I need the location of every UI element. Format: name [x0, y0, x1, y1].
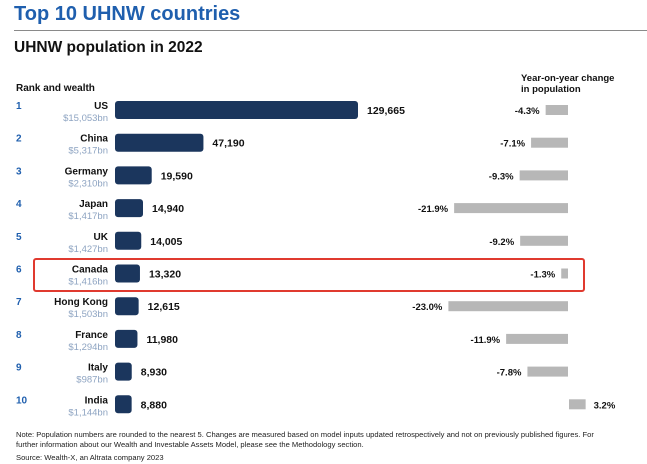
- rank-label-japan: 4: [16, 199, 22, 210]
- wealth-label-uk: $1,427bn: [68, 244, 108, 255]
- wealth-label-japan: $1,417bn: [68, 211, 108, 222]
- rank-label-canada: 6: [16, 265, 22, 276]
- wealth-label-china: $5,317bn: [68, 146, 108, 157]
- wealth-label-france: $1,294bn: [68, 342, 108, 353]
- population-bar-japan: [115, 199, 143, 218]
- country-label-italy: Italy: [88, 363, 108, 374]
- population-bar-us: [115, 101, 358, 119]
- population-value-france: 11,980: [146, 334, 178, 346]
- change-value-italy: -7.8%: [497, 368, 522, 379]
- country-label-china: China: [80, 134, 108, 145]
- yoy-change-label-line2: in population: [521, 84, 581, 95]
- population-value-hong-kong: 12,615: [148, 301, 180, 313]
- change-value-us: -4.3%: [515, 106, 540, 117]
- country-label-france: France: [75, 330, 108, 341]
- rank-label-us: 1: [16, 101, 22, 112]
- footnote: Note: Population numbers are rounded to …: [16, 430, 594, 449]
- country-label-japan: Japan: [79, 199, 108, 210]
- population-bar-germany: [115, 166, 152, 185]
- rank-label-uk: 5: [16, 232, 22, 243]
- wealth-label-india: $1,144bn: [68, 407, 108, 418]
- population-bar-france: [115, 329, 138, 348]
- rank-label-hong-kong: 7: [16, 297, 22, 308]
- change-bar-germany: [519, 170, 568, 181]
- country-label-us: US: [94, 101, 108, 112]
- wealth-label-hong-kong: $1,503bn: [68, 309, 108, 320]
- population-value-china: 47,190: [212, 138, 244, 150]
- change-bar-japan: [454, 203, 568, 214]
- change-bar-canada: [561, 268, 568, 279]
- change-value-uk: -9.2%: [489, 237, 514, 248]
- population-bar-hong-kong: [115, 297, 139, 316]
- change-value-china: -7.1%: [500, 139, 525, 150]
- population-bar-canada: [115, 264, 140, 283]
- change-bar-italy: [527, 366, 568, 377]
- yoy-change-label: Year-on-year change in population: [521, 73, 614, 95]
- canada-highlight-box: [33, 258, 585, 292]
- change-bar-us: [545, 105, 568, 115]
- title-divider: [14, 30, 647, 31]
- country-label-uk: UK: [94, 232, 109, 243]
- change-value-japan: -21.9%: [418, 204, 449, 215]
- population-value-italy: 8,930: [141, 367, 167, 379]
- wealth-label-italy: $987bn: [76, 375, 108, 386]
- rank-label-india: 10: [16, 395, 28, 406]
- change-bar-china: [531, 137, 568, 148]
- rank-label-italy: 9: [16, 363, 22, 374]
- population-value-canada: 13,320: [149, 269, 181, 281]
- population-value-japan: 14,940: [152, 203, 184, 215]
- population-bar-italy: [115, 362, 132, 381]
- country-label-hong-kong: Hong Kong: [54, 297, 108, 308]
- change-value-hong-kong: -23.0%: [412, 302, 443, 313]
- population-value-india: 8,880: [141, 399, 167, 411]
- change-bar-france: [506, 333, 568, 344]
- population-bar-uk: [115, 231, 142, 250]
- source-note: Source: Wealth-X, an Altrata company 202…: [16, 453, 164, 462]
- wealth-label-canada: $1,416bn: [68, 277, 108, 288]
- population-value-us: 129,665: [367, 105, 405, 117]
- population-value-germany: 19,590: [161, 170, 193, 182]
- population-bar-india: [115, 395, 132, 414]
- country-label-germany: Germany: [65, 166, 109, 177]
- population-bar-china: [115, 133, 204, 152]
- rank-label-france: 8: [16, 330, 22, 341]
- change-bar-india: [569, 399, 586, 410]
- wealth-label-germany: $2,310bn: [68, 178, 108, 189]
- wealth-label-us: $15,053bn: [63, 113, 108, 124]
- yoy-change-label-line1: Year-on-year change: [521, 73, 615, 84]
- change-value-france: -11.9%: [471, 335, 501, 346]
- rank-and-wealth-label: Rank and wealth: [16, 83, 95, 94]
- chart-title: UHNW population in 2022: [14, 39, 203, 56]
- change-bar-uk: [520, 235, 568, 246]
- rank-label-germany: 3: [16, 166, 22, 177]
- page-title: Top 10 UHNW countries: [14, 3, 241, 25]
- country-label-canada: Canada: [72, 265, 109, 276]
- rank-label-china: 2: [16, 134, 22, 145]
- country-label-india: India: [85, 395, 109, 406]
- population-value-uk: 14,005: [150, 236, 182, 248]
- change-value-germany: -9.3%: [489, 171, 514, 182]
- change-value-india: 3.2%: [594, 400, 616, 411]
- change-value-canada: -1.3%: [530, 270, 555, 281]
- change-bar-hong-kong: [448, 301, 568, 312]
